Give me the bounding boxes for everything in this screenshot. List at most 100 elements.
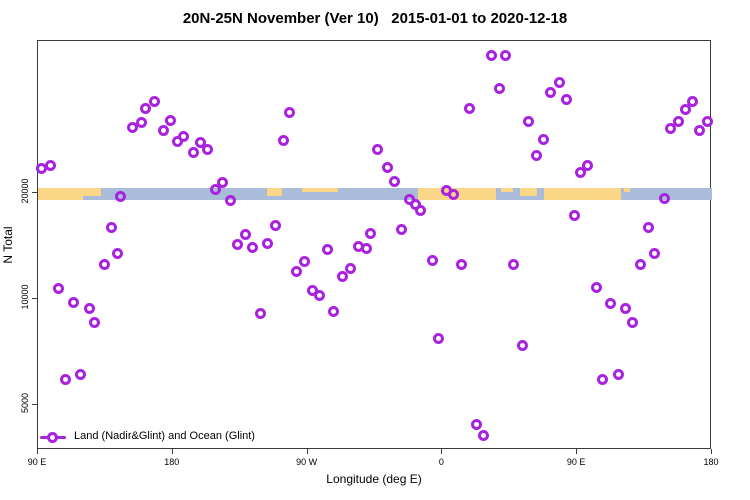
data-point xyxy=(470,419,482,431)
x-tick-mark xyxy=(711,449,712,454)
data-point xyxy=(478,429,490,441)
data-point xyxy=(545,87,557,99)
data-point xyxy=(560,93,572,105)
data-point xyxy=(381,161,393,173)
data-point xyxy=(299,255,311,267)
x-tick-mark xyxy=(441,449,443,454)
data-point xyxy=(139,103,151,115)
data-point xyxy=(604,298,616,310)
data-point xyxy=(115,190,127,202)
data-point xyxy=(659,192,671,204)
ocean-band xyxy=(38,188,712,200)
data-point xyxy=(165,114,177,126)
data-point xyxy=(485,50,497,62)
data-point xyxy=(523,115,535,127)
x-tick-label: 180 xyxy=(703,457,719,467)
data-point xyxy=(538,133,550,145)
data-point xyxy=(455,259,467,271)
data-point xyxy=(68,296,80,308)
data-point xyxy=(516,339,528,351)
data-point xyxy=(247,242,259,254)
data-point xyxy=(187,147,199,159)
data-point xyxy=(88,316,100,328)
data-point xyxy=(135,116,147,128)
data-point xyxy=(530,149,542,161)
x-tick-label: 0 xyxy=(438,457,444,467)
data-point xyxy=(582,159,594,171)
data-point xyxy=(261,237,273,249)
data-point xyxy=(53,283,65,295)
data-point xyxy=(694,125,706,137)
land-segment xyxy=(520,188,537,196)
data-point xyxy=(687,96,699,108)
y-axis-label: N Total xyxy=(1,226,15,264)
data-point xyxy=(240,229,252,241)
data-point xyxy=(178,131,190,143)
x-tick-label: 90 E xyxy=(566,457,586,467)
data-point xyxy=(596,374,608,386)
data-point xyxy=(60,374,72,386)
data-point xyxy=(336,270,348,282)
data-point xyxy=(702,115,714,127)
data-point xyxy=(209,184,221,196)
data-point xyxy=(216,177,228,189)
chart-title: 20N-25N November (Ver 10) 2015-01-01 to … xyxy=(182,10,568,27)
data-point xyxy=(75,369,87,381)
data-point xyxy=(574,167,586,179)
data-point xyxy=(106,221,118,233)
data-point xyxy=(568,209,580,221)
land-segment xyxy=(623,188,630,192)
x-tick-mark xyxy=(306,449,308,454)
data-point xyxy=(404,193,416,205)
y-tick-mark xyxy=(32,192,37,193)
data-point xyxy=(225,194,237,206)
plot-area: Land (Nadir&Glint) and Ocean (Glint) xyxy=(35,40,714,449)
data-point xyxy=(157,125,169,137)
data-point xyxy=(635,259,647,271)
data-point xyxy=(314,290,326,302)
data-point xyxy=(195,136,207,148)
x-tick-mark xyxy=(576,449,578,454)
data-point xyxy=(202,143,214,155)
y-tick-label: 10000 xyxy=(20,284,30,310)
data-point xyxy=(127,121,139,133)
x-tick-mark xyxy=(37,449,38,454)
data-point xyxy=(395,223,407,235)
data-point xyxy=(500,50,512,62)
data-point xyxy=(590,281,602,293)
data-point xyxy=(389,175,401,187)
data-point xyxy=(148,96,160,108)
data-point xyxy=(464,103,476,115)
data-point xyxy=(345,263,357,275)
land-segment xyxy=(544,188,621,200)
data-point xyxy=(35,163,47,175)
data-point xyxy=(664,122,676,134)
data-point xyxy=(45,159,57,171)
data-point xyxy=(426,254,438,266)
land-segment xyxy=(500,188,513,192)
legend-label: Land (Nadir&Glint) and Ocean (Glint) xyxy=(74,430,255,442)
data-point xyxy=(321,244,333,256)
data-point xyxy=(372,143,384,155)
data-point xyxy=(278,135,290,147)
y-tick-mark xyxy=(32,298,37,299)
legend-marker-icon xyxy=(47,432,58,443)
y-tick-label: 20000 xyxy=(20,178,30,204)
x-tick-mark xyxy=(171,449,173,454)
y-tick-label: 5000 xyxy=(20,392,30,414)
data-point xyxy=(680,103,692,115)
data-point xyxy=(111,247,123,259)
data-point xyxy=(643,221,655,233)
data-point xyxy=(232,238,244,250)
data-point xyxy=(98,259,110,271)
data-point xyxy=(306,284,318,296)
data-point xyxy=(613,369,625,381)
data-point xyxy=(620,302,632,314)
data-point xyxy=(83,302,95,314)
y-tick-mark xyxy=(32,404,37,405)
data-point xyxy=(328,306,340,318)
data-point xyxy=(269,219,281,231)
data-point xyxy=(415,205,427,217)
land-segment xyxy=(267,188,283,196)
